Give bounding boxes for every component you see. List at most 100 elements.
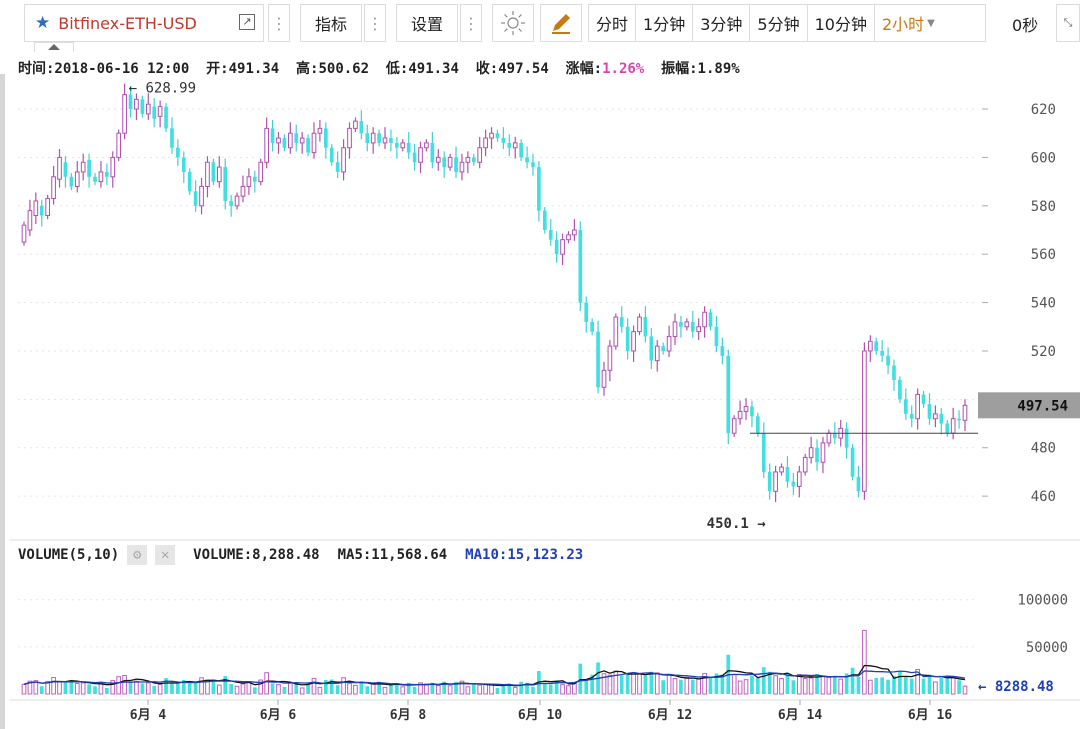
ohlc-info: 时间:2018-06-16 12:00 开:491.34 高:500.62 低:…: [18, 58, 740, 78]
interval-option[interactable]: 1分钟: [636, 5, 694, 41]
candle-body: [601, 369, 607, 388]
candle-body: [512, 142, 518, 149]
volume-bar: [287, 682, 293, 695]
candle-body: [311, 132, 317, 154]
volume-bar: [140, 683, 145, 694]
candle-body: [105, 171, 109, 177]
interval-option[interactable]: 3分钟: [693, 5, 751, 41]
candle-body: [45, 198, 51, 216]
candle-body: [412, 152, 417, 163]
candle-body: [353, 120, 358, 129]
volume-bar: [939, 677, 944, 694]
volume-bar: [519, 681, 523, 694]
candle-body: [483, 137, 488, 149]
external-link-icon[interactable]: ↗: [239, 14, 255, 30]
volume-bar: [856, 676, 861, 694]
interval-option[interactable]: 10分钟: [808, 5, 875, 41]
interval-option-active[interactable]: 2小时 ▼: [875, 5, 942, 41]
candle-body: [370, 132, 376, 144]
info-amplitude: 振幅:1.89%: [661, 61, 740, 77]
volume-bar: [672, 678, 678, 695]
close-icon[interactable]: ✕: [155, 545, 176, 565]
candle-body: [631, 331, 636, 352]
candle-body: [927, 404, 932, 419]
volume-bar: [400, 686, 406, 695]
candle-body: [501, 138, 506, 143]
volume-info: VOLUME(5,10) ⚙ ✕ VOLUME:8,288.48 MA5:11,…: [18, 545, 583, 565]
scrollbar[interactable]: [0, 74, 5, 729]
candle-body: [560, 239, 565, 255]
volume-bar: [832, 676, 837, 694]
candle-body: [649, 336, 654, 361]
candle-body: [110, 156, 116, 178]
chevron-down-icon: ▼: [927, 17, 935, 29]
x-tick-label: 6月 6: [260, 708, 297, 723]
star-icon[interactable]: ★: [35, 13, 51, 33]
candle-body: [886, 355, 890, 366]
volume-bar: [892, 675, 896, 694]
price-tick-label: 480: [1031, 441, 1056, 457]
volume-bar: [389, 685, 393, 694]
volume-bar: [447, 685, 453, 695]
volume-bar: [442, 681, 447, 694]
candle-body: [382, 137, 388, 144]
volume-bar: [110, 680, 116, 695]
candle-body: [80, 161, 86, 173]
candle-body: [98, 171, 104, 183]
candle-body: [578, 230, 583, 303]
collapse-toggle[interactable]: [34, 42, 74, 52]
volume-bar: [116, 676, 122, 695]
candle-body: [796, 471, 802, 487]
candle-body: [661, 346, 666, 351]
draw-button[interactable]: [540, 4, 582, 42]
candle-body: [767, 471, 772, 492]
volume-bar: [359, 681, 364, 694]
volume-bar: [335, 685, 340, 694]
indicators-button[interactable]: 指标: [300, 4, 362, 42]
volume-bar: [412, 686, 417, 694]
candle-body: [134, 98, 139, 110]
volume-bar: [471, 684, 476, 694]
candle-body: [199, 185, 204, 207]
candle-body: [643, 317, 648, 337]
candle-body: [957, 418, 961, 421]
interval-option[interactable]: 分时: [589, 5, 637, 41]
interval-option[interactable]: 5分钟: [750, 5, 808, 41]
more-icon[interactable]: ⋮: [268, 4, 290, 42]
candle-body: [122, 94, 127, 134]
sun-icon: [501, 11, 525, 35]
candle-body: [57, 156, 62, 180]
volume-bar: [229, 684, 233, 694]
settings-button[interactable]: 设置: [396, 4, 458, 42]
more-icon[interactable]: ⋮: [364, 4, 386, 42]
volume-bar: [649, 671, 654, 694]
volume-bar: [199, 677, 204, 695]
candle-body: [389, 138, 393, 143]
volume-bar: [507, 683, 512, 694]
theme-button[interactable]: [492, 4, 534, 42]
candle-body: [276, 137, 281, 144]
low-annotation: 450.1 →: [707, 516, 766, 532]
volume-ma5: MA5:11,568.64: [337, 547, 448, 563]
volume-bar: [714, 673, 719, 694]
volume-bar: [501, 685, 506, 694]
volume-bar: [731, 674, 737, 695]
candle-body: [726, 355, 731, 434]
volume-bar: [796, 674, 802, 695]
gear-icon[interactable]: ⚙: [127, 545, 148, 565]
volume-bar: [223, 676, 228, 694]
volume-bar: [791, 680, 796, 694]
candle-body: [128, 94, 133, 110]
volume-bar: [862, 629, 867, 695]
candle-body: [193, 191, 198, 206]
volume-bar: [915, 668, 920, 695]
candle-body: [808, 447, 814, 458]
volume-bar: [377, 681, 381, 694]
candle-body: [424, 142, 429, 149]
symbol-selector[interactable]: ★ Bitfinex-ETH-USD ↗: [24, 4, 264, 42]
more-icon[interactable]: ⋮: [460, 4, 482, 42]
candle-body: [619, 317, 624, 327]
volume-bar: [276, 684, 281, 695]
volume-bar: [157, 684, 163, 695]
